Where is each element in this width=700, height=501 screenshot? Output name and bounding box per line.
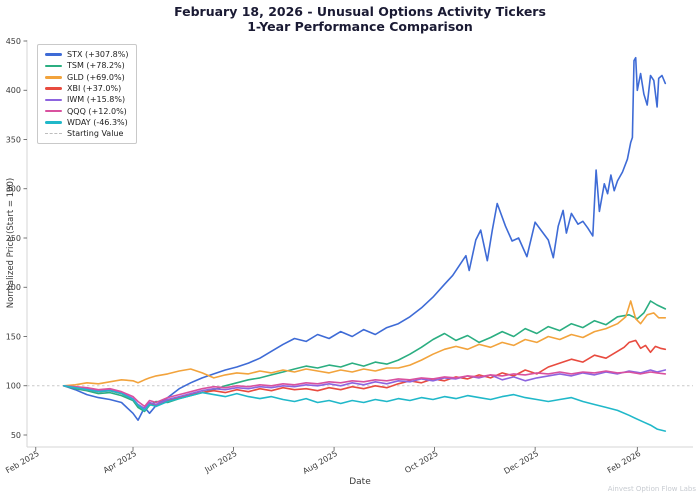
legend-item-IWM: IWM (+15.8%) [45, 94, 128, 105]
legend-swatch-QQQ [45, 109, 62, 113]
legend-swatch-TSM [45, 64, 62, 68]
legend-label-GLD: GLD (+69.0%) [67, 72, 125, 82]
series-line-WDAY [62, 384, 667, 432]
legend-item-XBI: XBI (+37.0%) [45, 83, 128, 94]
y-tick-label: 250 [6, 234, 21, 243]
y-tick-label: 300 [6, 185, 21, 194]
y-tick-label: 350 [6, 135, 21, 144]
y-tick-label: 400 [6, 86, 21, 95]
legend-label-XBI: XBI (+37.0%) [67, 84, 122, 94]
legend-swatch-STX [45, 53, 62, 56]
legend-item-TSM: TSM (+78.2%) [45, 60, 128, 71]
legend-label-IWM: IWM (+15.8%) [67, 95, 126, 105]
legend-swatch-IWM [45, 98, 62, 102]
legend-item-STX: STX (+307.8%) [45, 49, 128, 60]
series-line-QQQ [62, 370, 667, 408]
x-tick-label: Apr 2025 [102, 449, 138, 475]
chart-legend: STX (+307.8%) TSM (+78.2%) GLD (+69.0%) XBI… [37, 44, 138, 145]
y-tick-label: 450 [6, 37, 21, 46]
legend-swatch-GLD [45, 75, 62, 79]
y-tick-label: 200 [6, 283, 21, 292]
chart-title: February 18, 2026 - Unusual Options Acti… [20, 4, 700, 34]
x-tick-label: Feb 2026 [606, 449, 643, 475]
legend-swatch-XBI [45, 87, 62, 90]
legend-swatch-starting-value [45, 133, 62, 135]
y-tick-label: 150 [6, 332, 21, 341]
legend-label-QQQ: QQQ (+12.0%) [67, 106, 127, 116]
x-tick-label: Jun 2025 [203, 449, 239, 475]
series-line-IWM [62, 369, 667, 410]
legend-item-QQQ: QQQ (+12.0%) [45, 105, 128, 116]
legend-label-WDAY: WDAY (-46.3%) [67, 117, 128, 127]
legend-label-TSM: TSM (+78.2%) [67, 61, 125, 71]
legend-swatch-WDAY [45, 121, 62, 124]
series-line-XBI [62, 339, 667, 411]
chart-title-line1: February 18, 2026 - Unusual Options Acti… [174, 4, 546, 19]
series-line-GLD [62, 300, 667, 387]
legend-label-starting-value: Starting Value [67, 129, 124, 139]
x-tick-label: Feb 2025 [4, 449, 41, 475]
series-line-STX [62, 56, 667, 422]
y-tick-label: 50 [11, 431, 21, 440]
watermark-text: Ainvest Option Flow Labs [607, 485, 696, 493]
legend-item-starting-value: Starting Value [45, 128, 128, 139]
x-tick-label: Oct 2025 [403, 449, 439, 475]
chart-title-line2: 1-Year Performance Comparison [247, 18, 473, 34]
x-tick-label: Dec 2025 [502, 449, 540, 476]
x-axis-label: Date [349, 477, 371, 487]
legend-item-WDAY: WDAY (-46.3%) [45, 117, 128, 128]
y-tick-label: 100 [6, 382, 21, 391]
y-axis-label: Normalized Price (Start = 100) [6, 177, 16, 309]
x-tick-label: Aug 2025 [301, 449, 339, 476]
series-line-TSM [62, 300, 667, 413]
legend-item-GLD: GLD (+69.0%) [45, 72, 128, 83]
legend-label-STX: STX (+307.8%) [67, 50, 129, 60]
